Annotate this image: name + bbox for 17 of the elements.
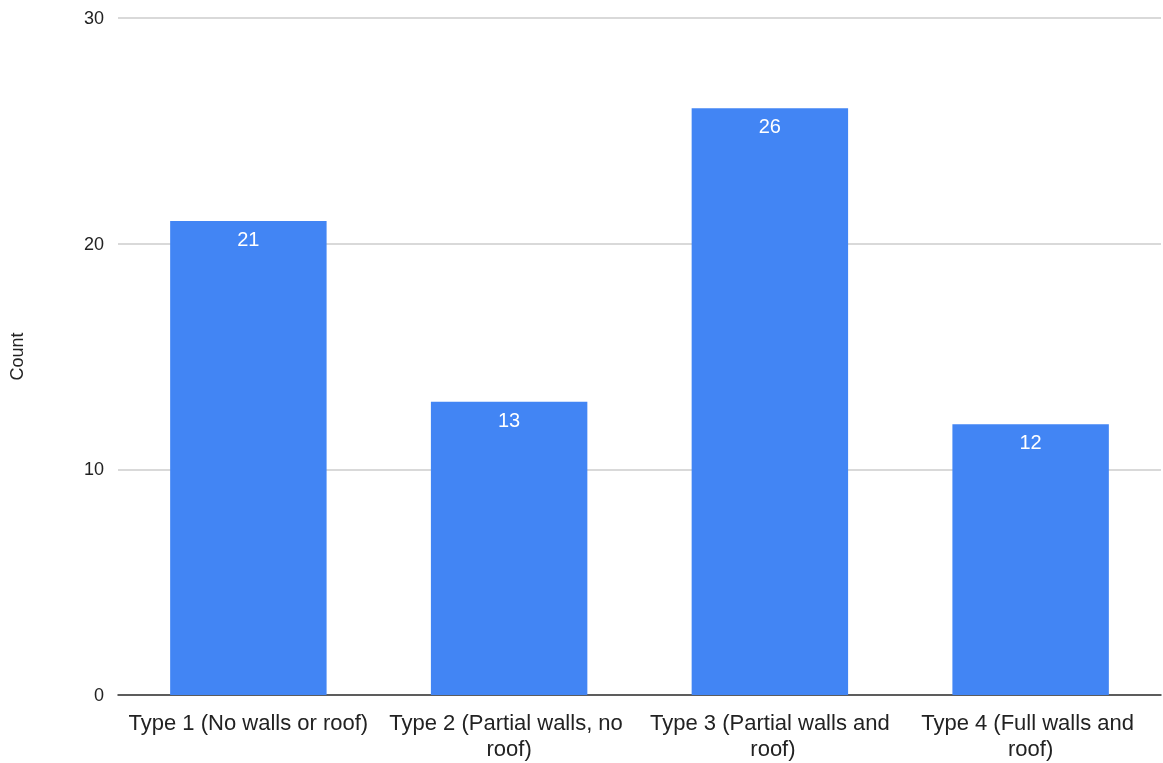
bar	[691, 108, 849, 695]
x-tick-label: Type 3 (Partial walls and roof)	[650, 709, 890, 761]
y-axis-title: Count	[7, 332, 27, 381]
y-tick-label: 10	[83, 459, 104, 480]
data-label: 21	[237, 228, 260, 251]
bar	[952, 424, 1109, 695]
data-label: 26	[758, 115, 781, 138]
bar	[430, 401, 588, 695]
y-tick-label: 0	[93, 685, 104, 705]
y-tick-label: 30	[83, 8, 104, 28]
x-tick-label: Type 4 (Full walls and roof)	[921, 709, 1141, 761]
x-tick-label: Type 1 (No walls or roof)	[128, 709, 369, 735]
x-tick-label: Type 2 (Partial walls, no roof)	[389, 709, 629, 761]
y-tick-label: 20	[83, 233, 104, 254]
data-label: 12	[1019, 431, 1042, 454]
bar	[170, 221, 327, 695]
data-label: 13	[498, 408, 521, 431]
